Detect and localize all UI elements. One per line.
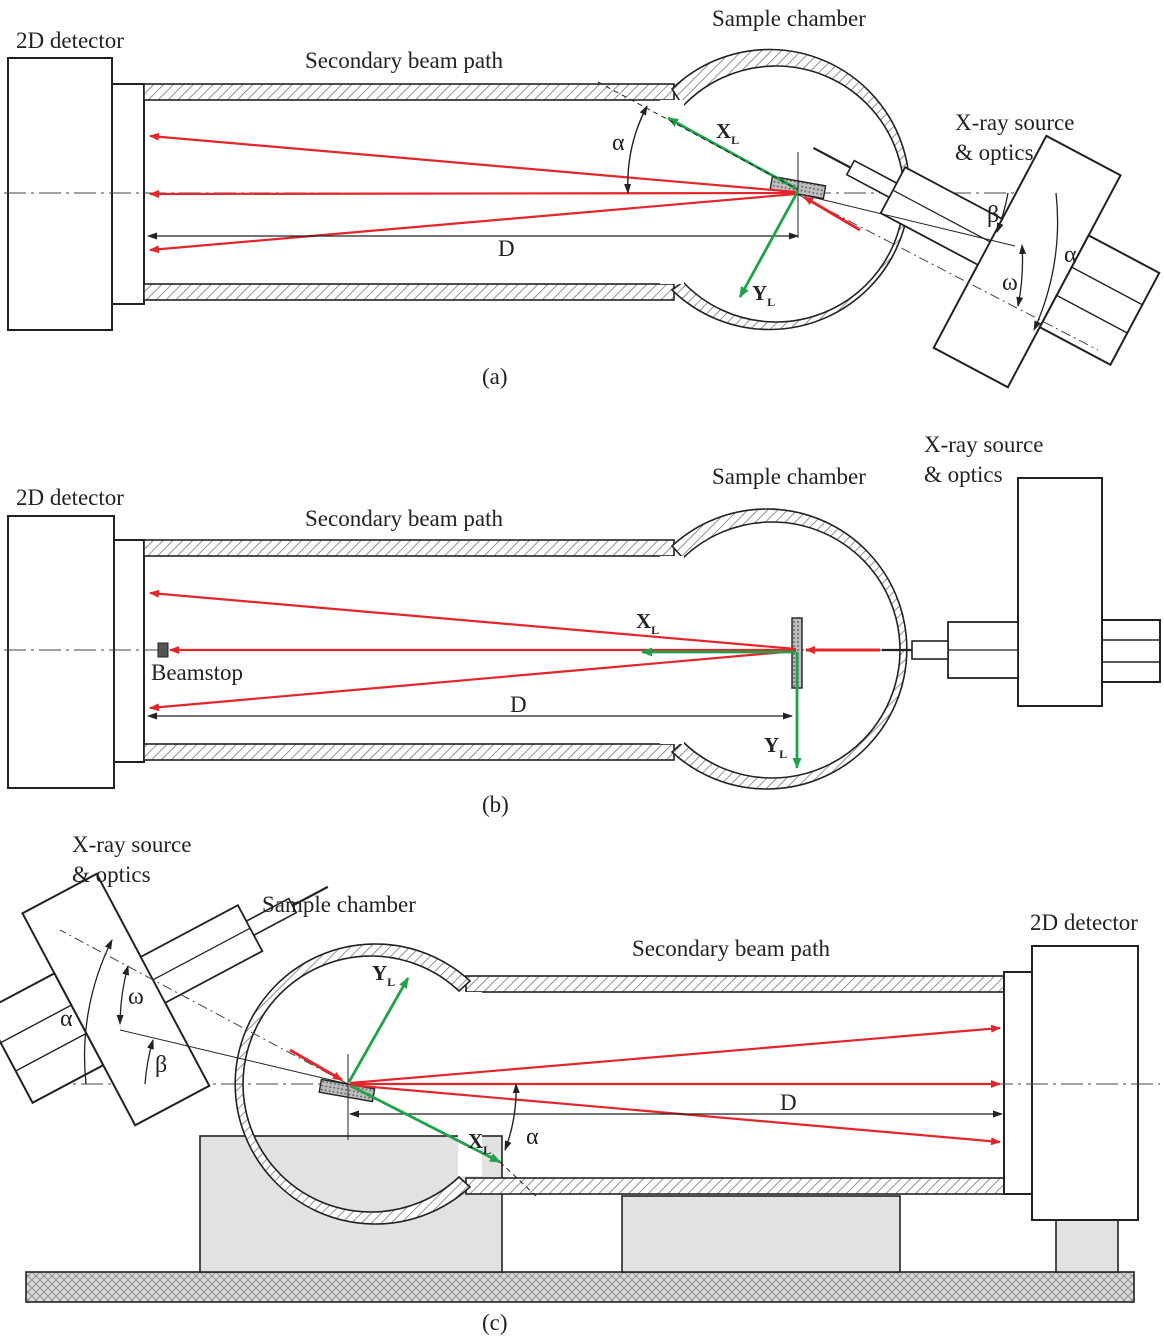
beam-path-label-b: Secondary beam path	[305, 506, 503, 531]
chamber-label-c: Sample chamber	[262, 892, 416, 917]
tube-top-wall-a	[143, 83, 675, 101]
sample-c	[318, 1078, 376, 1103]
xl-label-c: XL	[468, 1129, 491, 1157]
caption-c: (c)	[482, 1310, 508, 1335]
support-mid-c	[621, 1195, 901, 1273]
omega-label-a: ω	[1002, 270, 1018, 296]
detector-flange-b	[113, 539, 145, 763]
source-label-b-2: & optics	[924, 462, 1003, 487]
sample-chamber-a	[670, 48, 911, 331]
diffracted-beam-a-mid	[149, 189, 797, 198]
support-right-c	[1055, 1219, 1119, 1273]
detector-flange-a	[111, 83, 145, 305]
detector-label-a: 2D detector	[16, 28, 124, 53]
panel-b: 2D detector Secondary beam path Sample c…	[4, 432, 1161, 817]
xl-axis-arrow-a	[667, 116, 798, 191]
source-label-b-1: X-ray source	[924, 432, 1043, 457]
chamber-label-a: Sample chamber	[712, 6, 866, 31]
source-label-a-2: & optics	[955, 140, 1034, 165]
source-label-c-2: & optics	[72, 862, 151, 887]
tube-bottom-wall-b	[143, 743, 675, 761]
beamstop-b	[157, 642, 169, 658]
source-label-c-1: X-ray source	[72, 832, 191, 857]
alpha-label-a: α	[612, 130, 625, 156]
tube-top-wall-c	[465, 975, 1007, 993]
xl-axis-arrow-c	[350, 1084, 501, 1164]
diffracted-beam-b-top	[149, 589, 797, 651]
yl-axis-arrow-c	[347, 977, 410, 1083]
beam-path-label-c: Secondary beam path	[632, 936, 830, 961]
tube-bottom-wall-c	[465, 1177, 1007, 1195]
alpha-label-c: α	[526, 1124, 539, 1150]
base-plate-c	[25, 1271, 1135, 1303]
yl-axis-arrow-a	[738, 190, 800, 298]
diffracted-beam-a-top	[149, 132, 797, 194]
support-left-c	[199, 1135, 503, 1273]
detector-label-c: 2D detector	[1030, 910, 1138, 935]
xl-label-a: XL	[716, 119, 739, 147]
beamstop-label-b: Beamstop	[151, 660, 243, 685]
incident-beam-a	[803, 195, 861, 232]
yl-label-b: YL	[764, 733, 787, 761]
diffracted-beam-a-bot	[149, 192, 797, 254]
sample-chamber-b	[670, 508, 908, 790]
xray-source-a	[812, 134, 1161, 389]
detector-a	[7, 57, 113, 331]
beam-path-label-a: Secondary beam path	[305, 48, 503, 73]
source-label-a-1: X-ray source	[955, 110, 1074, 135]
alpha-arc-c	[504, 1083, 520, 1151]
yl-label-c: YL	[372, 961, 395, 989]
beta-label-a: β	[987, 202, 999, 228]
alpha-label-c-2: α	[60, 1006, 73, 1032]
diffracted-beam-b-bot	[149, 649, 797, 712]
detector-c	[1031, 945, 1139, 1221]
omega-label-c: ω	[128, 984, 144, 1010]
diffracted-beam-c-top	[349, 1024, 1001, 1085]
distance-label-a: D	[498, 236, 515, 261]
chamber-label-b: Sample chamber	[712, 464, 866, 489]
detector-b	[7, 515, 115, 789]
xray-source-c	[0, 872, 329, 1127]
tube-top-wall-b	[143, 539, 675, 557]
alpha-arc-a	[624, 105, 648, 194]
yl-label-a: YL	[752, 281, 775, 309]
tube-bottom-wall-a	[143, 283, 675, 301]
sample-chamber-c	[234, 943, 472, 1225]
distance-label-b: D	[510, 692, 527, 717]
alpha-label-a-2: α	[1064, 242, 1077, 268]
incident-beam-c	[289, 1048, 343, 1082]
panel-c: X-ray source & optics Sample chamber Sec…	[0, 832, 1160, 1335]
xl-label-b: XL	[636, 609, 659, 637]
caption-b: (b)	[482, 792, 509, 817]
caption-a: (a)	[482, 364, 508, 389]
detector-label-b: 2D detector	[16, 485, 124, 510]
distance-label-c: D	[780, 1090, 797, 1115]
xray-source-b	[882, 477, 1161, 707]
beta-label-c: β	[155, 1052, 167, 1078]
panel-a: 2D detector Secondary beam path Sample c…	[4, 6, 1161, 389]
detector-flange-c	[1003, 971, 1033, 1195]
